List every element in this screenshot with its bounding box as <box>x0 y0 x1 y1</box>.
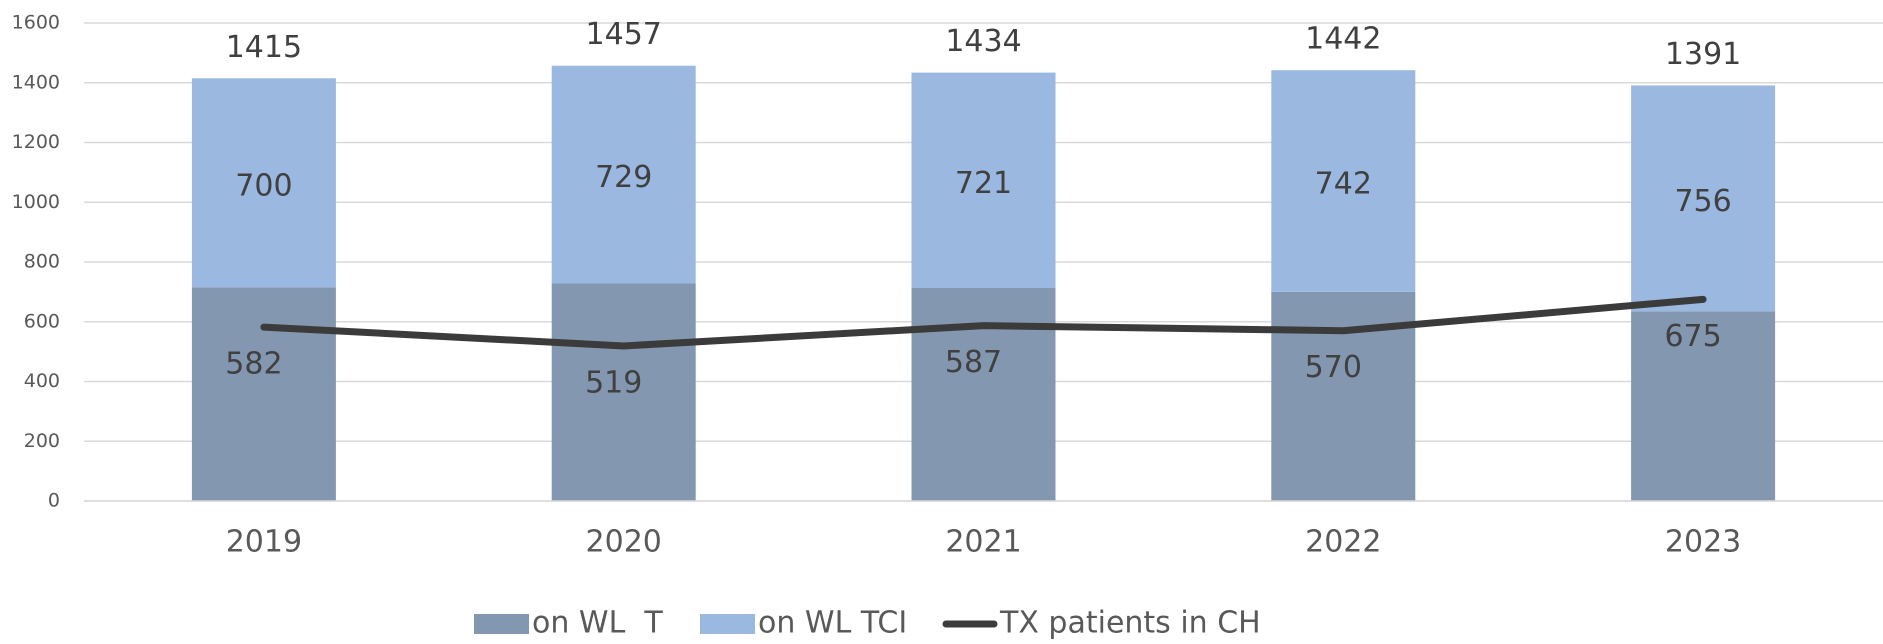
total-label: 1457 <box>586 17 662 52</box>
x-tick-label: 2019 <box>226 525 302 560</box>
data-label: 587 <box>945 345 1002 380</box>
data-label: 756 <box>1674 184 1731 219</box>
data-label: 729 <box>595 160 652 195</box>
x-tick-label: 2021 <box>945 525 1021 560</box>
bar-segment <box>1631 311 1776 501</box>
data-label: 675 <box>1664 319 1721 354</box>
y-tick-label: 400 <box>24 370 60 392</box>
total-label: 1442 <box>1305 22 1381 57</box>
total-label: 1415 <box>226 30 302 65</box>
bar-segment <box>1631 85 1776 312</box>
line-series <box>260 295 1707 350</box>
x-tick-label: 2022 <box>1305 525 1381 560</box>
legend-label: on WL TCI <box>758 606 907 641</box>
bar-segment <box>911 72 1056 288</box>
data-label: 742 <box>1315 167 1372 202</box>
data-label: 519 <box>585 365 642 400</box>
legend-label: TX patients in CH <box>999 606 1261 641</box>
y-tick-label: 600 <box>24 310 60 332</box>
y-tick-label: 1400 <box>12 71 60 93</box>
bar-segment <box>191 287 336 501</box>
bar-segment <box>551 283 696 501</box>
y-tick-label: 800 <box>24 251 60 273</box>
data-label: 721 <box>955 166 1012 201</box>
bar-segment <box>1271 70 1416 292</box>
bar-segment <box>191 78 336 288</box>
x-tick-label: 2020 <box>586 525 662 560</box>
data-label: 582 <box>225 347 282 382</box>
total-label: 1434 <box>945 24 1021 59</box>
total-label: 1391 <box>1665 37 1741 72</box>
legend-label: on WL T <box>532 606 663 641</box>
y-tick-label: 0 <box>48 490 60 512</box>
y-tick-label: 1600 <box>12 12 60 34</box>
bar-segment <box>911 287 1056 501</box>
y-tick-label: 200 <box>24 430 60 452</box>
bar-segment <box>551 65 696 284</box>
x-tick-label: 2023 <box>1665 525 1741 560</box>
legend-swatch <box>700 614 755 634</box>
y-tick-label: 1200 <box>12 131 60 153</box>
data-label: 700 <box>235 168 292 203</box>
data-label: 570 <box>1305 350 1362 385</box>
y-tick-label: 1000 <box>12 191 60 213</box>
legend-swatch <box>474 614 529 634</box>
